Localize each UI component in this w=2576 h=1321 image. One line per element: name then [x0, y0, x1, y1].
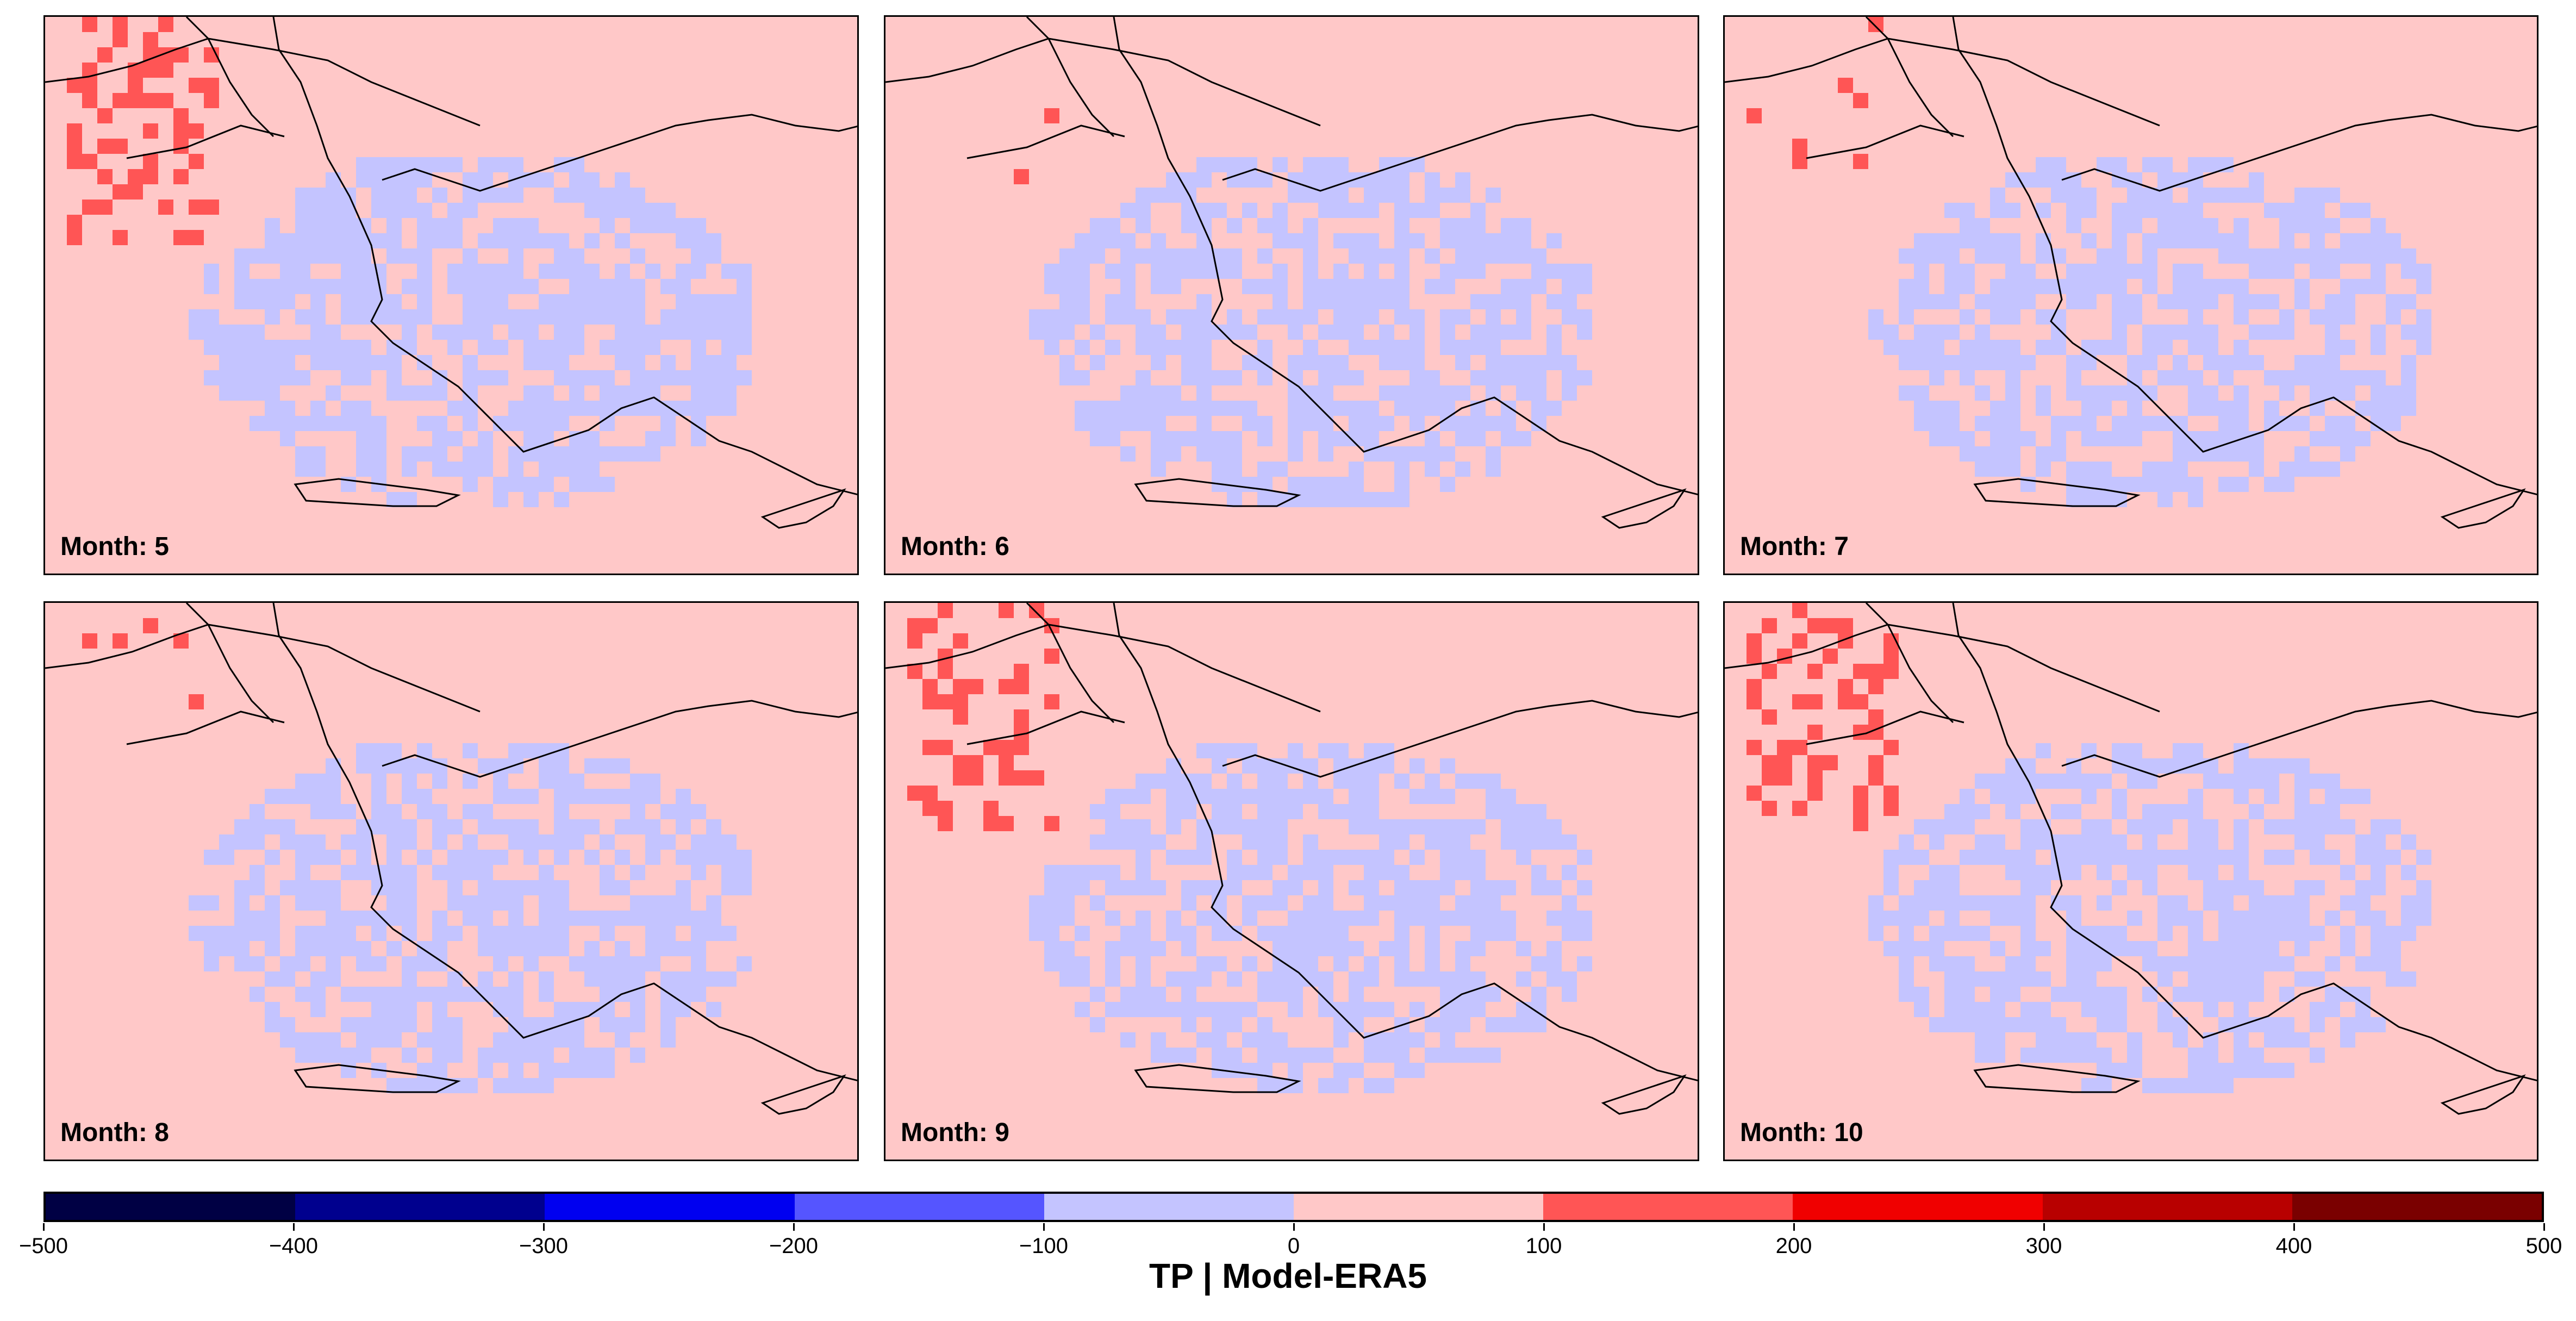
coastline — [2440, 1074, 2526, 1115]
map-panel-month-7: Month: 7 — [1723, 15, 2538, 575]
map-panel-month-10: Month: 10 — [1723, 601, 2538, 1161]
colorbar-tick-label: 500 — [2525, 1234, 2562, 1258]
country-borders — [45, 17, 481, 159]
country-borders — [1725, 17, 2160, 159]
map-panel-month-5: Month: 5 — [43, 15, 859, 575]
map-month-8 — [45, 603, 857, 1115]
colorbar-tick-label: −300 — [519, 1234, 569, 1258]
colorbar-segment — [1543, 1194, 1793, 1220]
panel-label: Month: 10 — [1740, 1118, 1863, 1147]
coastline — [2440, 488, 2526, 529]
colorbar-tick — [793, 1223, 795, 1231]
colorbar-segment — [295, 1194, 545, 1220]
coastline — [294, 1064, 461, 1093]
country-borders — [1725, 603, 2160, 745]
colorbar-tick-label: −400 — [269, 1234, 319, 1258]
coastline — [382, 114, 857, 192]
colorbar-tick — [43, 1223, 45, 1231]
colorbar-title: TP | Model-ERA5 — [1149, 1256, 1427, 1295]
coastline — [760, 1074, 846, 1115]
panel-label: Month: 6 — [901, 532, 1009, 561]
colorbar-tick-label: 400 — [2275, 1234, 2312, 1258]
colorbar-tick-label: 100 — [1525, 1234, 1562, 1258]
colorbar — [43, 1192, 2544, 1222]
colorbar-ticks: −500 −400 −300 −200 −100 0 100 200 300 400 500 — [19, 1223, 2562, 1258]
panel-label: Month: 5 — [60, 532, 169, 561]
colorbar-tick — [293, 1223, 295, 1231]
map-month-6 — [885, 17, 1698, 529]
colorbar-tick-label: 300 — [2025, 1234, 2062, 1258]
coastline — [1973, 1064, 2141, 1093]
colorbar-tick — [1793, 1223, 1795, 1231]
colorbar-tick-label: −100 — [1019, 1234, 1069, 1258]
map-panel-month-8: Month: 8 — [43, 601, 859, 1161]
coastline — [1222, 114, 1698, 192]
coastline — [272, 603, 857, 1082]
anomaly-cells — [82, 618, 752, 1093]
coastline — [382, 700, 857, 778]
country-borders — [45, 603, 481, 745]
colorbar-segment — [794, 1194, 1044, 1220]
colorbar-segment — [1294, 1194, 1544, 1220]
coastline — [2061, 114, 2537, 192]
colorbar-tick-label: −200 — [769, 1234, 819, 1258]
colorbar-segment — [2292, 1194, 2542, 1220]
map-month-7 — [1725, 17, 2537, 529]
coastline — [1952, 17, 2537, 496]
panel-label: Month: 9 — [901, 1118, 1009, 1147]
coastline — [272, 17, 857, 496]
colorbar-tick — [543, 1223, 545, 1231]
map-panel-month-6: Month: 6 — [884, 15, 1699, 575]
colorbar-tick-label: 0 — [1287, 1234, 1300, 1258]
map-month-10 — [1725, 603, 2537, 1115]
coastline — [1601, 488, 1687, 529]
anomaly-cells — [1747, 603, 2431, 1093]
colorbar-tick — [2543, 1223, 2545, 1231]
anomaly-cells — [907, 603, 1592, 1093]
coastline — [1952, 603, 2537, 1082]
coastline — [760, 488, 846, 529]
coastline — [1134, 478, 1301, 507]
anomaly-cells — [1747, 17, 2431, 507]
coastline — [294, 478, 461, 507]
colorbar-segment — [46, 1194, 296, 1220]
coastline — [1601, 1074, 1687, 1115]
anomaly-cells — [1014, 108, 1592, 507]
colorbar-tick — [1043, 1223, 1045, 1231]
colorbar-tick — [2293, 1223, 2295, 1231]
map-month-9 — [885, 603, 1698, 1115]
colorbar-segment — [1793, 1194, 2043, 1220]
colorbar-tick-label: −500 — [18, 1234, 68, 1258]
anomaly-cells — [67, 17, 752, 507]
colorbar-segment — [545, 1194, 795, 1220]
coastline — [2061, 700, 2537, 778]
colorbar-tick — [2043, 1223, 2045, 1231]
coastline — [1134, 1064, 1301, 1093]
colorbar-tick — [1543, 1223, 1545, 1231]
map-month-5 — [45, 17, 857, 529]
coastline — [1973, 478, 2141, 507]
coastline — [1113, 603, 1698, 1082]
panel-label: Month: 7 — [1740, 532, 1849, 561]
colorbar-tick-label: 200 — [1775, 1234, 1812, 1258]
coastline — [1222, 700, 1698, 778]
country-borders — [885, 17, 1321, 159]
panel-label: Month: 8 — [60, 1118, 169, 1147]
colorbar-segment — [1044, 1194, 1294, 1220]
map-panel-month-9: Month: 9 — [884, 601, 1699, 1161]
colorbar-segment — [2042, 1194, 2292, 1220]
colorbar-tick — [1293, 1223, 1295, 1231]
coastline — [1113, 17, 1698, 496]
country-borders — [885, 603, 1321, 745]
